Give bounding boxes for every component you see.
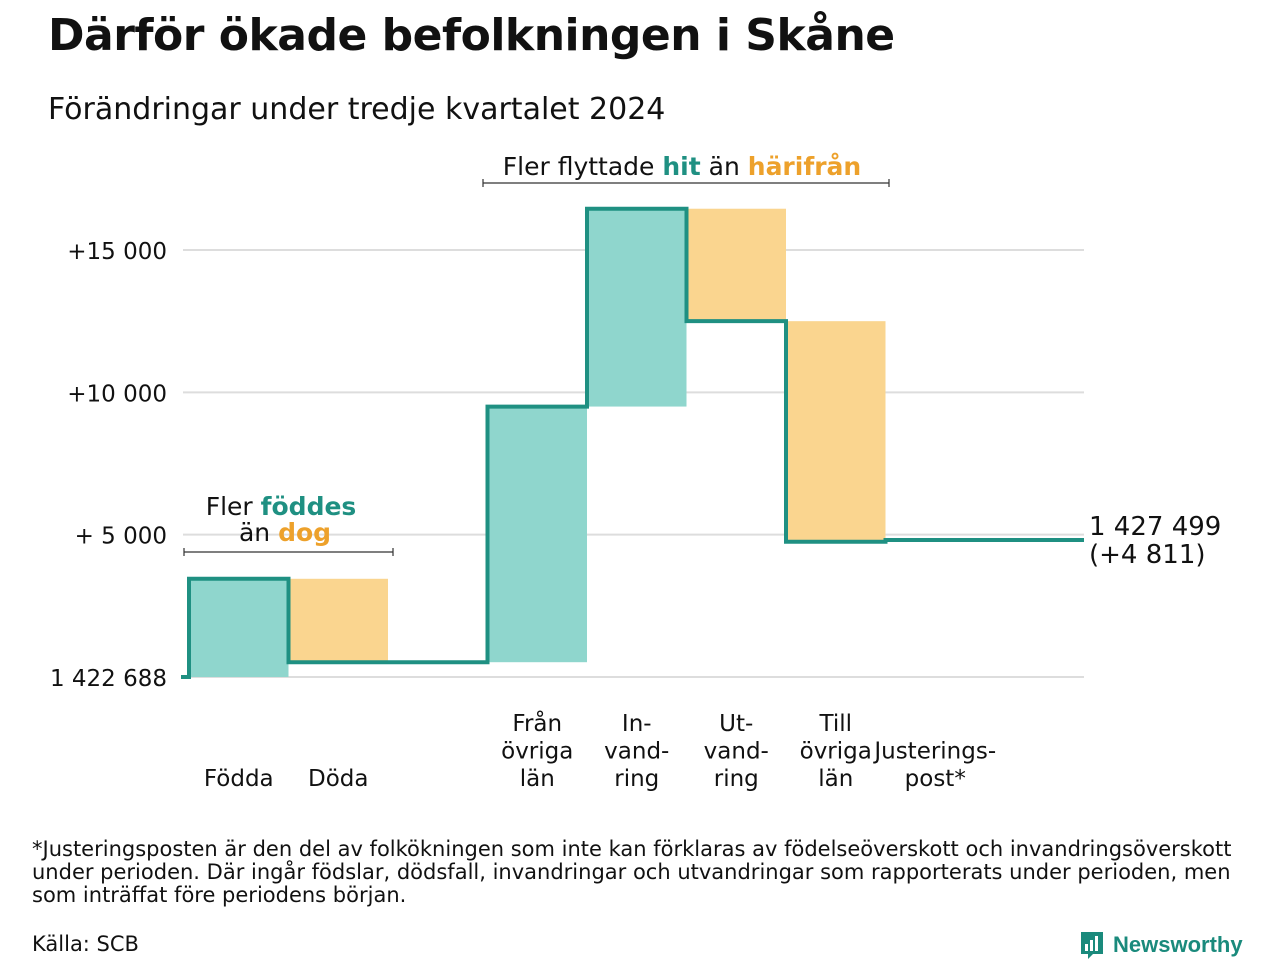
x-category-label-line: vand- bbox=[704, 739, 769, 765]
waterfall-bar bbox=[189, 578, 289, 677]
y-tick-label: +15 000 bbox=[67, 239, 167, 265]
chart-subtitle: Förändringar under tredje kvartalet 2024 bbox=[48, 92, 666, 127]
waterfall-bar bbox=[487, 406, 587, 663]
x-category-label: Till övriga län bbox=[800, 711, 872, 792]
births-annotation-line1: Fler föddes bbox=[206, 492, 357, 521]
x-category-label-line: Justerings- bbox=[872, 739, 996, 765]
x-category-label-line: Döda bbox=[308, 766, 368, 792]
x-category-label-line: Från bbox=[512, 709, 562, 737]
annotation-text: än bbox=[701, 152, 748, 181]
waterfall-step-line bbox=[181, 206, 1084, 679]
x-category-label-line: övriga bbox=[800, 739, 872, 765]
brand-name: Newsworthy bbox=[1113, 932, 1243, 957]
migration-annotation: Fler flyttade hit än härifrån bbox=[503, 152, 861, 181]
x-category-label-line: län bbox=[818, 766, 853, 792]
annotation-highlight-minus: dog bbox=[278, 518, 331, 547]
waterfall-bar bbox=[786, 321, 886, 542]
x-category-label-line: vand- bbox=[604, 739, 669, 765]
y-tick-label: +10 000 bbox=[67, 381, 167, 407]
end-change-label: (+4 811) bbox=[1089, 540, 1206, 570]
x-category-label-line: ring bbox=[714, 766, 759, 792]
migration-annotation-bracket bbox=[482, 179, 890, 187]
chart-title: Därför ökade befolkningen i Skåne bbox=[48, 10, 895, 61]
source-note: Källa: SCB bbox=[32, 932, 139, 956]
x-category-label-line: In- bbox=[622, 711, 652, 737]
newsworthy-logo-icon bbox=[1081, 932, 1103, 959]
x-category-label: Ut-vand-ring bbox=[704, 711, 769, 792]
waterfall-bar bbox=[686, 208, 786, 322]
brand-logo: Newsworthy bbox=[1079, 929, 1243, 961]
annotation-highlight-minus: härifrån bbox=[748, 152, 861, 181]
x-category-label-line: övriga bbox=[501, 739, 573, 765]
x-category-label: Döda bbox=[308, 766, 368, 792]
x-category-label: In-vand-ring bbox=[604, 711, 669, 792]
annotation-text: Fler bbox=[206, 492, 261, 521]
y-tick-label: 1 422 688 bbox=[50, 666, 167, 692]
annotation-text: än bbox=[239, 518, 278, 547]
waterfall-bar bbox=[587, 208, 687, 407]
x-category-label-line: Födda bbox=[204, 766, 274, 792]
births-annotation-line2: än dog bbox=[239, 518, 331, 547]
x-category-label-line: ring bbox=[614, 766, 659, 792]
end-value-label: 1 427 499 bbox=[1089, 512, 1221, 542]
y-tick-label: + 5 000 bbox=[75, 524, 167, 550]
x-category-label-line: Ut- bbox=[719, 711, 753, 737]
annotation-text: Fler flyttade bbox=[503, 152, 663, 181]
annotation-highlight-plus: föddes bbox=[261, 492, 357, 521]
waterfall-bar bbox=[288, 578, 388, 663]
x-category-label-line: post* bbox=[905, 766, 966, 792]
x-category-label: Från övriga län bbox=[501, 709, 573, 792]
x-category-label: Justerings-post* bbox=[872, 739, 996, 793]
annotation-highlight-plus: hit bbox=[662, 152, 700, 181]
births-annotation-bracket bbox=[183, 548, 394, 556]
footnote: *Justeringsposten är den del av folkökni… bbox=[32, 837, 1232, 907]
x-category-label: Födda bbox=[204, 766, 274, 792]
x-category-label-line: Till bbox=[818, 711, 852, 737]
x-category-label-line: län bbox=[520, 766, 555, 792]
